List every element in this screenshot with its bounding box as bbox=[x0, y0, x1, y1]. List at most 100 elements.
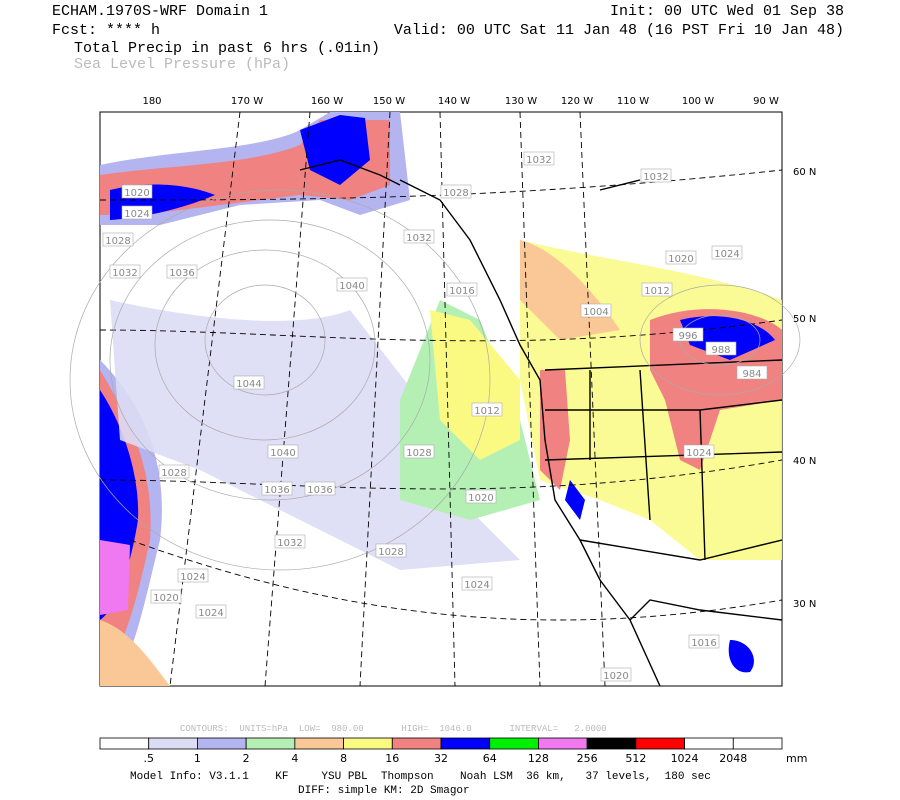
contour-label-box bbox=[158, 464, 190, 479]
contour-label: 1036 bbox=[264, 485, 289, 496]
contour-label: 1028 bbox=[406, 448, 431, 459]
contour-label: 1024 bbox=[198, 608, 223, 619]
geo-labels: 180 170 W 160 W 150 W 140 W 130 W 120 W 110 W 10… bbox=[142, 96, 816, 610]
contour-label: 1032 bbox=[406, 233, 431, 244]
latitude-label: 40 N bbox=[793, 456, 816, 467]
contour-label-box bbox=[465, 489, 497, 504]
colorbar-swatch bbox=[635, 737, 685, 750]
latitude-label: 60 N bbox=[793, 167, 816, 178]
contour-label-box bbox=[683, 444, 715, 459]
contour-label: 988 bbox=[711, 345, 730, 356]
contour-label: 1024 bbox=[464, 580, 489, 591]
contour-label-box bbox=[195, 604, 227, 619]
contour-label: 1040 bbox=[270, 448, 295, 459]
contour-label-box bbox=[711, 245, 743, 260]
latitude-label: 30 N bbox=[793, 599, 816, 610]
longitude-label: 100 W bbox=[682, 96, 714, 107]
colorbar-swatch bbox=[294, 737, 344, 750]
contour-label-box bbox=[233, 375, 265, 390]
colorbar-units: mm bbox=[786, 752, 807, 765]
map-frame bbox=[69, 111, 801, 687]
precip-field bbox=[100, 112, 782, 686]
contour-label: 1024 bbox=[714, 249, 739, 260]
contour-label: 1036 bbox=[169, 268, 194, 279]
field-label: Total Precip in past 6 hrs (.01in) bbox=[74, 40, 380, 57]
contour-label-box bbox=[102, 232, 134, 247]
colorbar-swatch bbox=[586, 737, 637, 750]
colorbar-label: 16 bbox=[385, 752, 399, 765]
latitude-label: 50 N bbox=[793, 314, 816, 325]
colorbar-label: .5 bbox=[143, 752, 154, 765]
contour-label: 1020 bbox=[468, 493, 493, 504]
contour-label-box bbox=[471, 402, 503, 417]
colorbar-swatch bbox=[391, 737, 442, 750]
model-info: Model Info: V3.1.1 KF YSU PBL Thompson N… bbox=[130, 771, 711, 783]
contour-label: 1020 bbox=[603, 671, 628, 682]
init-time: Init: 00 UTC Wed 01 Sep 38 bbox=[610, 3, 844, 20]
contour-label-box bbox=[336, 277, 368, 292]
colorbar-swatch bbox=[343, 737, 393, 750]
contour-label-box bbox=[705, 341, 737, 356]
colorbar-label: 64 bbox=[483, 752, 497, 765]
colorbar-swatch bbox=[440, 737, 491, 750]
contour-label: 1032 bbox=[112, 268, 137, 279]
colorbar-label: 8 bbox=[340, 752, 347, 765]
contour-label: 1024 bbox=[686, 448, 711, 459]
contour-label: 1024 bbox=[180, 572, 205, 583]
diff-info: DIFF: simple KM: 2D Smagor bbox=[298, 785, 470, 797]
colorbar-swatch bbox=[197, 737, 247, 750]
contour-label: 1036 bbox=[307, 485, 332, 496]
contour-label-box bbox=[177, 568, 209, 583]
contour-label: 1032 bbox=[526, 155, 551, 166]
contour-label-box bbox=[736, 365, 768, 380]
contour-label: 1012 bbox=[644, 286, 669, 297]
contour-label: 1012 bbox=[474, 406, 499, 417]
colorbar-label: 128 bbox=[528, 752, 549, 765]
contour-label-box bbox=[523, 151, 555, 166]
longitude-label: 150 W bbox=[373, 96, 405, 107]
longitude-label: 170 W bbox=[231, 96, 263, 107]
contour-label-box bbox=[640, 168, 672, 183]
longitude-label: 140 W bbox=[438, 96, 470, 107]
contour-label: 1040 bbox=[339, 281, 364, 292]
contour-label: 1020 bbox=[668, 254, 693, 265]
contour-label: 1028 bbox=[105, 236, 130, 247]
contour-label-box bbox=[580, 303, 612, 318]
contour-label: 1032 bbox=[643, 172, 668, 183]
contour-label-box bbox=[665, 250, 697, 265]
contour-label-box bbox=[109, 264, 141, 279]
contour-label: 1020 bbox=[124, 188, 149, 199]
contour-label: 984 bbox=[742, 369, 761, 380]
contour-label-box bbox=[403, 229, 435, 244]
colorbar-swatch bbox=[99, 737, 150, 750]
contour-label-box bbox=[166, 264, 198, 279]
contour-label: 1004 bbox=[583, 307, 608, 318]
longitude-label: 160 W bbox=[311, 96, 343, 107]
contour-label: 1016 bbox=[449, 286, 474, 297]
contour-label-box bbox=[440, 184, 472, 199]
contour-label-box bbox=[446, 282, 478, 297]
colorbar: .5 1 2 4 8 16 32 64 128 256 512 1024 2048 mm bbox=[99, 737, 807, 765]
longitude-label: 110 W bbox=[617, 96, 649, 107]
contour-label-box bbox=[600, 667, 632, 682]
colorbar-swatch bbox=[489, 737, 539, 750]
colorbar-swatch bbox=[245, 737, 296, 750]
contour-label-box bbox=[688, 634, 720, 649]
contour-label: 1032 bbox=[277, 538, 302, 549]
contour-label-box bbox=[150, 589, 182, 604]
colorbar-swatch bbox=[148, 737, 198, 750]
longitude-label: 120 W bbox=[561, 96, 593, 107]
contour-label-box bbox=[672, 327, 704, 342]
colorbar-label: 2048 bbox=[719, 752, 747, 765]
contour-label-box bbox=[375, 543, 407, 558]
colorbar-label: 256 bbox=[577, 752, 598, 765]
colorbar-swatch bbox=[538, 737, 588, 750]
longitude-label: 180 bbox=[142, 96, 161, 107]
contour-info: CONTOURS: UNITS=hPa LOW= 980.00 HIGH= 10… bbox=[180, 724, 607, 734]
colorbar-label: 1 bbox=[194, 752, 201, 765]
colorbar-label: 4 bbox=[291, 752, 298, 765]
contour-label: 1028 bbox=[443, 188, 468, 199]
contour-label-box bbox=[121, 205, 153, 220]
